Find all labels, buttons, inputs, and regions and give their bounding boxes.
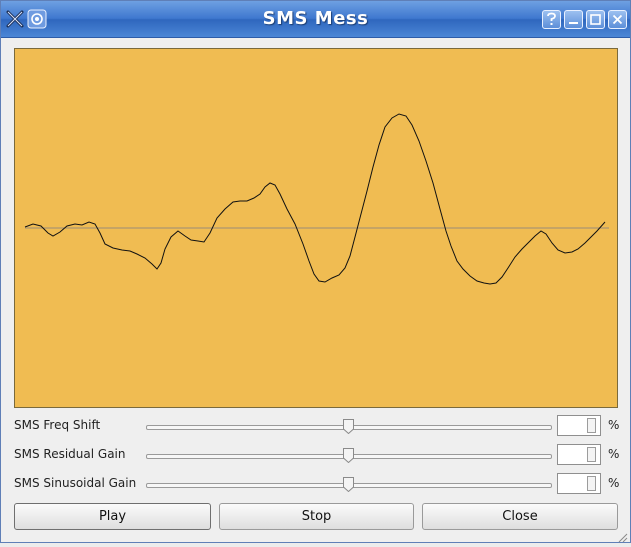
resize-grip-icon[interactable]	[616, 528, 628, 543]
waveform-line	[24, 113, 606, 285]
minimize-icon[interactable]	[564, 10, 583, 29]
waveform-svg	[24, 113, 609, 285]
maximize-icon[interactable]	[586, 10, 605, 29]
sinusoidal-gain-unit: %	[608, 476, 620, 490]
residual-gain-label: SMS Residual Gain	[14, 447, 126, 461]
play-button[interactable]: Play	[14, 503, 211, 530]
residual-gain-spin-arrows[interactable]	[587, 447, 596, 462]
freq-shift-spinbox[interactable]	[557, 415, 601, 436]
waveform-display	[14, 48, 618, 408]
help-icon[interactable]	[542, 10, 561, 29]
freq-shift-unit: %	[608, 418, 620, 432]
window-menu-icon[interactable]	[27, 9, 47, 29]
stop-button[interactable]: Stop	[219, 503, 414, 530]
freq-shift-spin-arrows[interactable]	[587, 418, 596, 433]
residual-gain-spinbox[interactable]	[557, 444, 601, 465]
close-icon[interactable]	[608, 10, 627, 29]
residual-gain-unit: %	[608, 447, 620, 461]
freq-shift-row: SMS Freq Shift %	[14, 415, 619, 437]
freq-shift-label: SMS Freq Shift	[14, 418, 101, 432]
residual-gain-row: SMS Residual Gain %	[14, 444, 619, 466]
sinusoidal-gain-row: SMS Sinusoidal Gain %	[14, 473, 619, 495]
close-button[interactable]: Close	[422, 503, 618, 530]
sinusoidal-gain-spinbox[interactable]	[557, 473, 601, 494]
sinusoidal-gain-slider-handle[interactable]	[343, 477, 354, 493]
freq-shift-slider-handle[interactable]	[343, 419, 354, 435]
sinusoidal-gain-label: SMS Sinusoidal Gain	[14, 476, 137, 490]
title-bar[interactable]: SMS Mess	[1, 1, 630, 38]
window-title: SMS Mess	[262, 8, 369, 29]
residual-gain-slider-handle[interactable]	[343, 448, 354, 464]
sinusoidal-gain-spin-arrows[interactable]	[587, 476, 596, 491]
app-x-icon[interactable]	[5, 9, 25, 29]
